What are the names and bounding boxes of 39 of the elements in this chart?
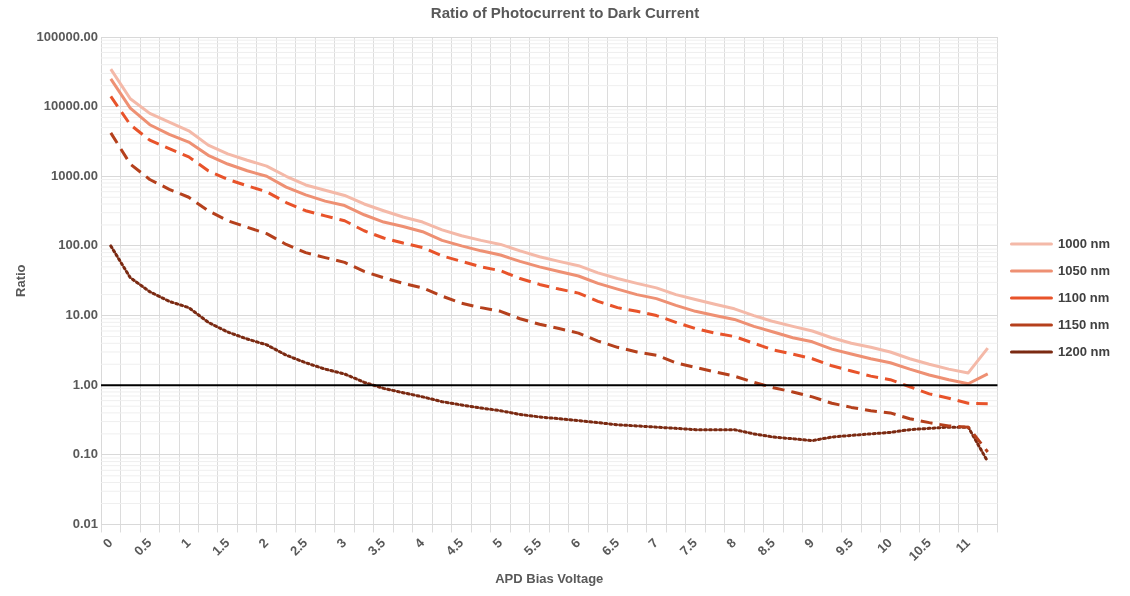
x-tick-label: 8	[723, 535, 740, 551]
line-series	[109, 131, 990, 454]
chart-title: Ratio of Photocurrent to Dark Current	[430, 4, 700, 22]
x-tick-label: 4	[411, 534, 428, 551]
y-tick-label: 10000.00	[43, 98, 99, 114]
x-tick-label: 2.5	[286, 535, 311, 559]
y-tick-label: 1.00	[72, 376, 99, 392]
x-axis-title: APD Bias Voltage	[495, 570, 604, 586]
x-tick-label: 6	[567, 535, 584, 551]
legend-label: 1050 nm	[1057, 262, 1111, 278]
legend-label: 1000 nm	[1057, 235, 1111, 251]
x-tick-label: 8.5	[754, 535, 779, 559]
legend-label: 1150 nm	[1057, 316, 1110, 332]
y-tick-label: 0.01	[72, 516, 99, 532]
y-tick-label: 0.10	[72, 446, 99, 462]
y-tick-label: 100.00	[58, 237, 99, 253]
x-tick-label: 7.5	[676, 535, 701, 559]
y-tick-label: 100000.00	[36, 28, 99, 44]
x-tick-label: 5	[489, 535, 506, 551]
x-tick-label: 0.5	[131, 535, 155, 559]
x-tick-label: 4.5	[442, 535, 467, 559]
x-tick-label: 3.5	[364, 535, 389, 559]
x-tick-label: 6.5	[598, 535, 623, 559]
x-tick-label: 9.5	[832, 535, 856, 559]
x-tick-label: 10	[874, 535, 895, 556]
y-axis-title: Ratio	[13, 264, 29, 297]
y-tick-label: 10.00	[65, 307, 99, 323]
x-tick-label: 1.5	[208, 535, 233, 559]
x-tick-label: 7	[645, 535, 662, 551]
x-tick-label: 3	[333, 535, 350, 551]
x-tick-label: 11	[952, 535, 973, 556]
x-tick-label: 9	[801, 535, 817, 551]
x-tick-label: 0	[99, 535, 116, 551]
x-tick-label: 5.5	[520, 535, 545, 559]
legend-label: 1200 nm	[1057, 343, 1111, 359]
y-tick-label: 1000.00	[51, 167, 99, 183]
x-tick-label: 1	[177, 535, 194, 551]
x-tick-label: 2	[255, 535, 272, 551]
legend-label: 1100 nm	[1057, 289, 1110, 305]
